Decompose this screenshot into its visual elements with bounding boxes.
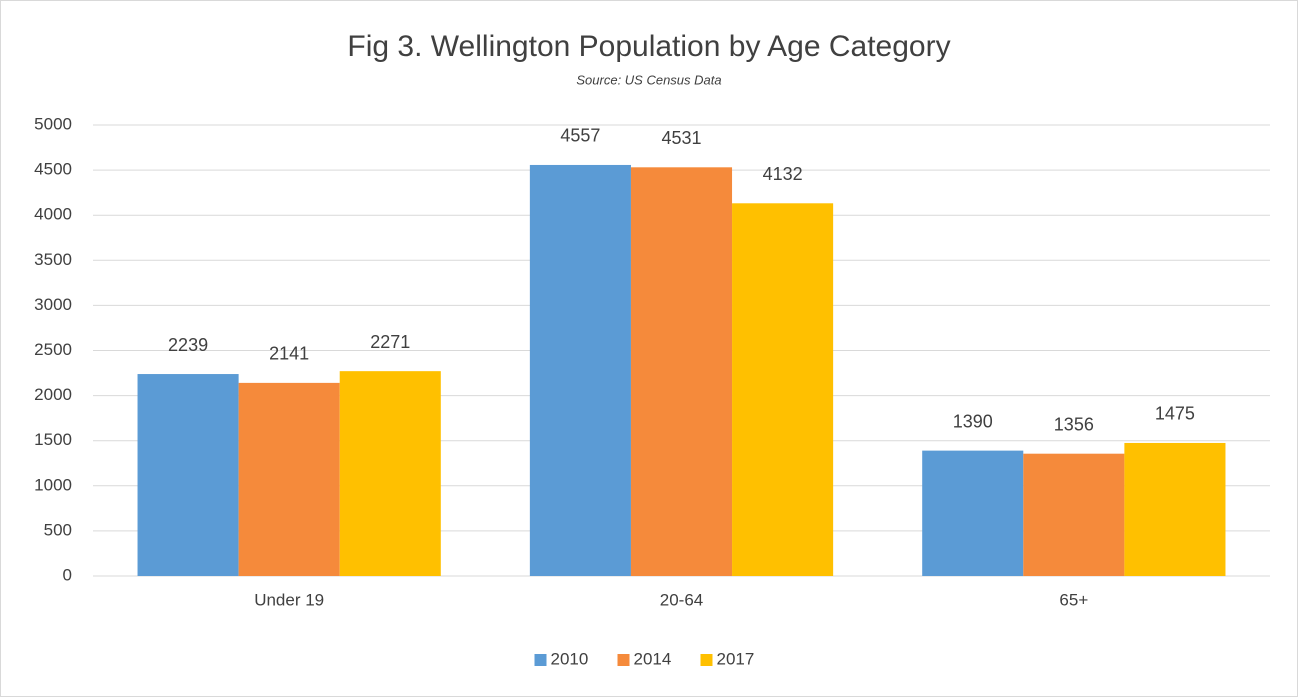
data-label: 2141	[269, 344, 309, 364]
legend-label: 2014	[634, 649, 672, 668]
data-label: 2271	[370, 332, 410, 352]
bar	[339, 371, 441, 576]
data-label: 1356	[1054, 414, 1094, 434]
bar	[137, 374, 239, 576]
bar	[922, 450, 1024, 576]
x-tick-label: Under 19	[254, 590, 324, 609]
y-tick-label: 3500	[34, 250, 72, 269]
y-tick-label: 500	[44, 520, 72, 539]
bar	[1023, 453, 1125, 576]
data-label: 1475	[1155, 404, 1195, 424]
x-tick-label: 20-64	[660, 590, 703, 609]
y-tick-label: 5000	[34, 114, 72, 133]
y-tick-label: 2000	[34, 385, 72, 404]
x-tick-label: 65+	[1059, 590, 1088, 609]
legend-label: 2010	[551, 649, 589, 668]
legend-swatch	[700, 654, 713, 666]
data-label: 4531	[661, 128, 701, 148]
bar	[630, 167, 733, 576]
y-tick-label: 1000	[34, 475, 72, 494]
legend-label: 2017	[717, 649, 755, 668]
data-label: 4557	[560, 126, 600, 146]
y-tick-label: 4500	[34, 160, 72, 179]
chart-subtitle: Source: US Census Data	[576, 72, 721, 87]
legend-swatch	[617, 654, 630, 666]
chart-title: Fig 3. Wellington Population by Age Cate…	[347, 30, 950, 63]
y-tick-label: 1500	[34, 430, 72, 449]
bar	[238, 382, 340, 576]
y-tick-label: 4000	[34, 205, 72, 224]
bar	[529, 164, 631, 576]
y-tick-label: 0	[63, 565, 72, 584]
data-label: 4132	[763, 164, 803, 184]
bar	[732, 203, 834, 577]
bar	[1124, 442, 1226, 576]
data-label: 2239	[168, 335, 208, 355]
legend-swatch	[534, 654, 547, 666]
y-tick-label: 3000	[34, 295, 72, 314]
data-label: 1390	[953, 411, 993, 431]
y-tick-label: 2500	[34, 340, 72, 359]
